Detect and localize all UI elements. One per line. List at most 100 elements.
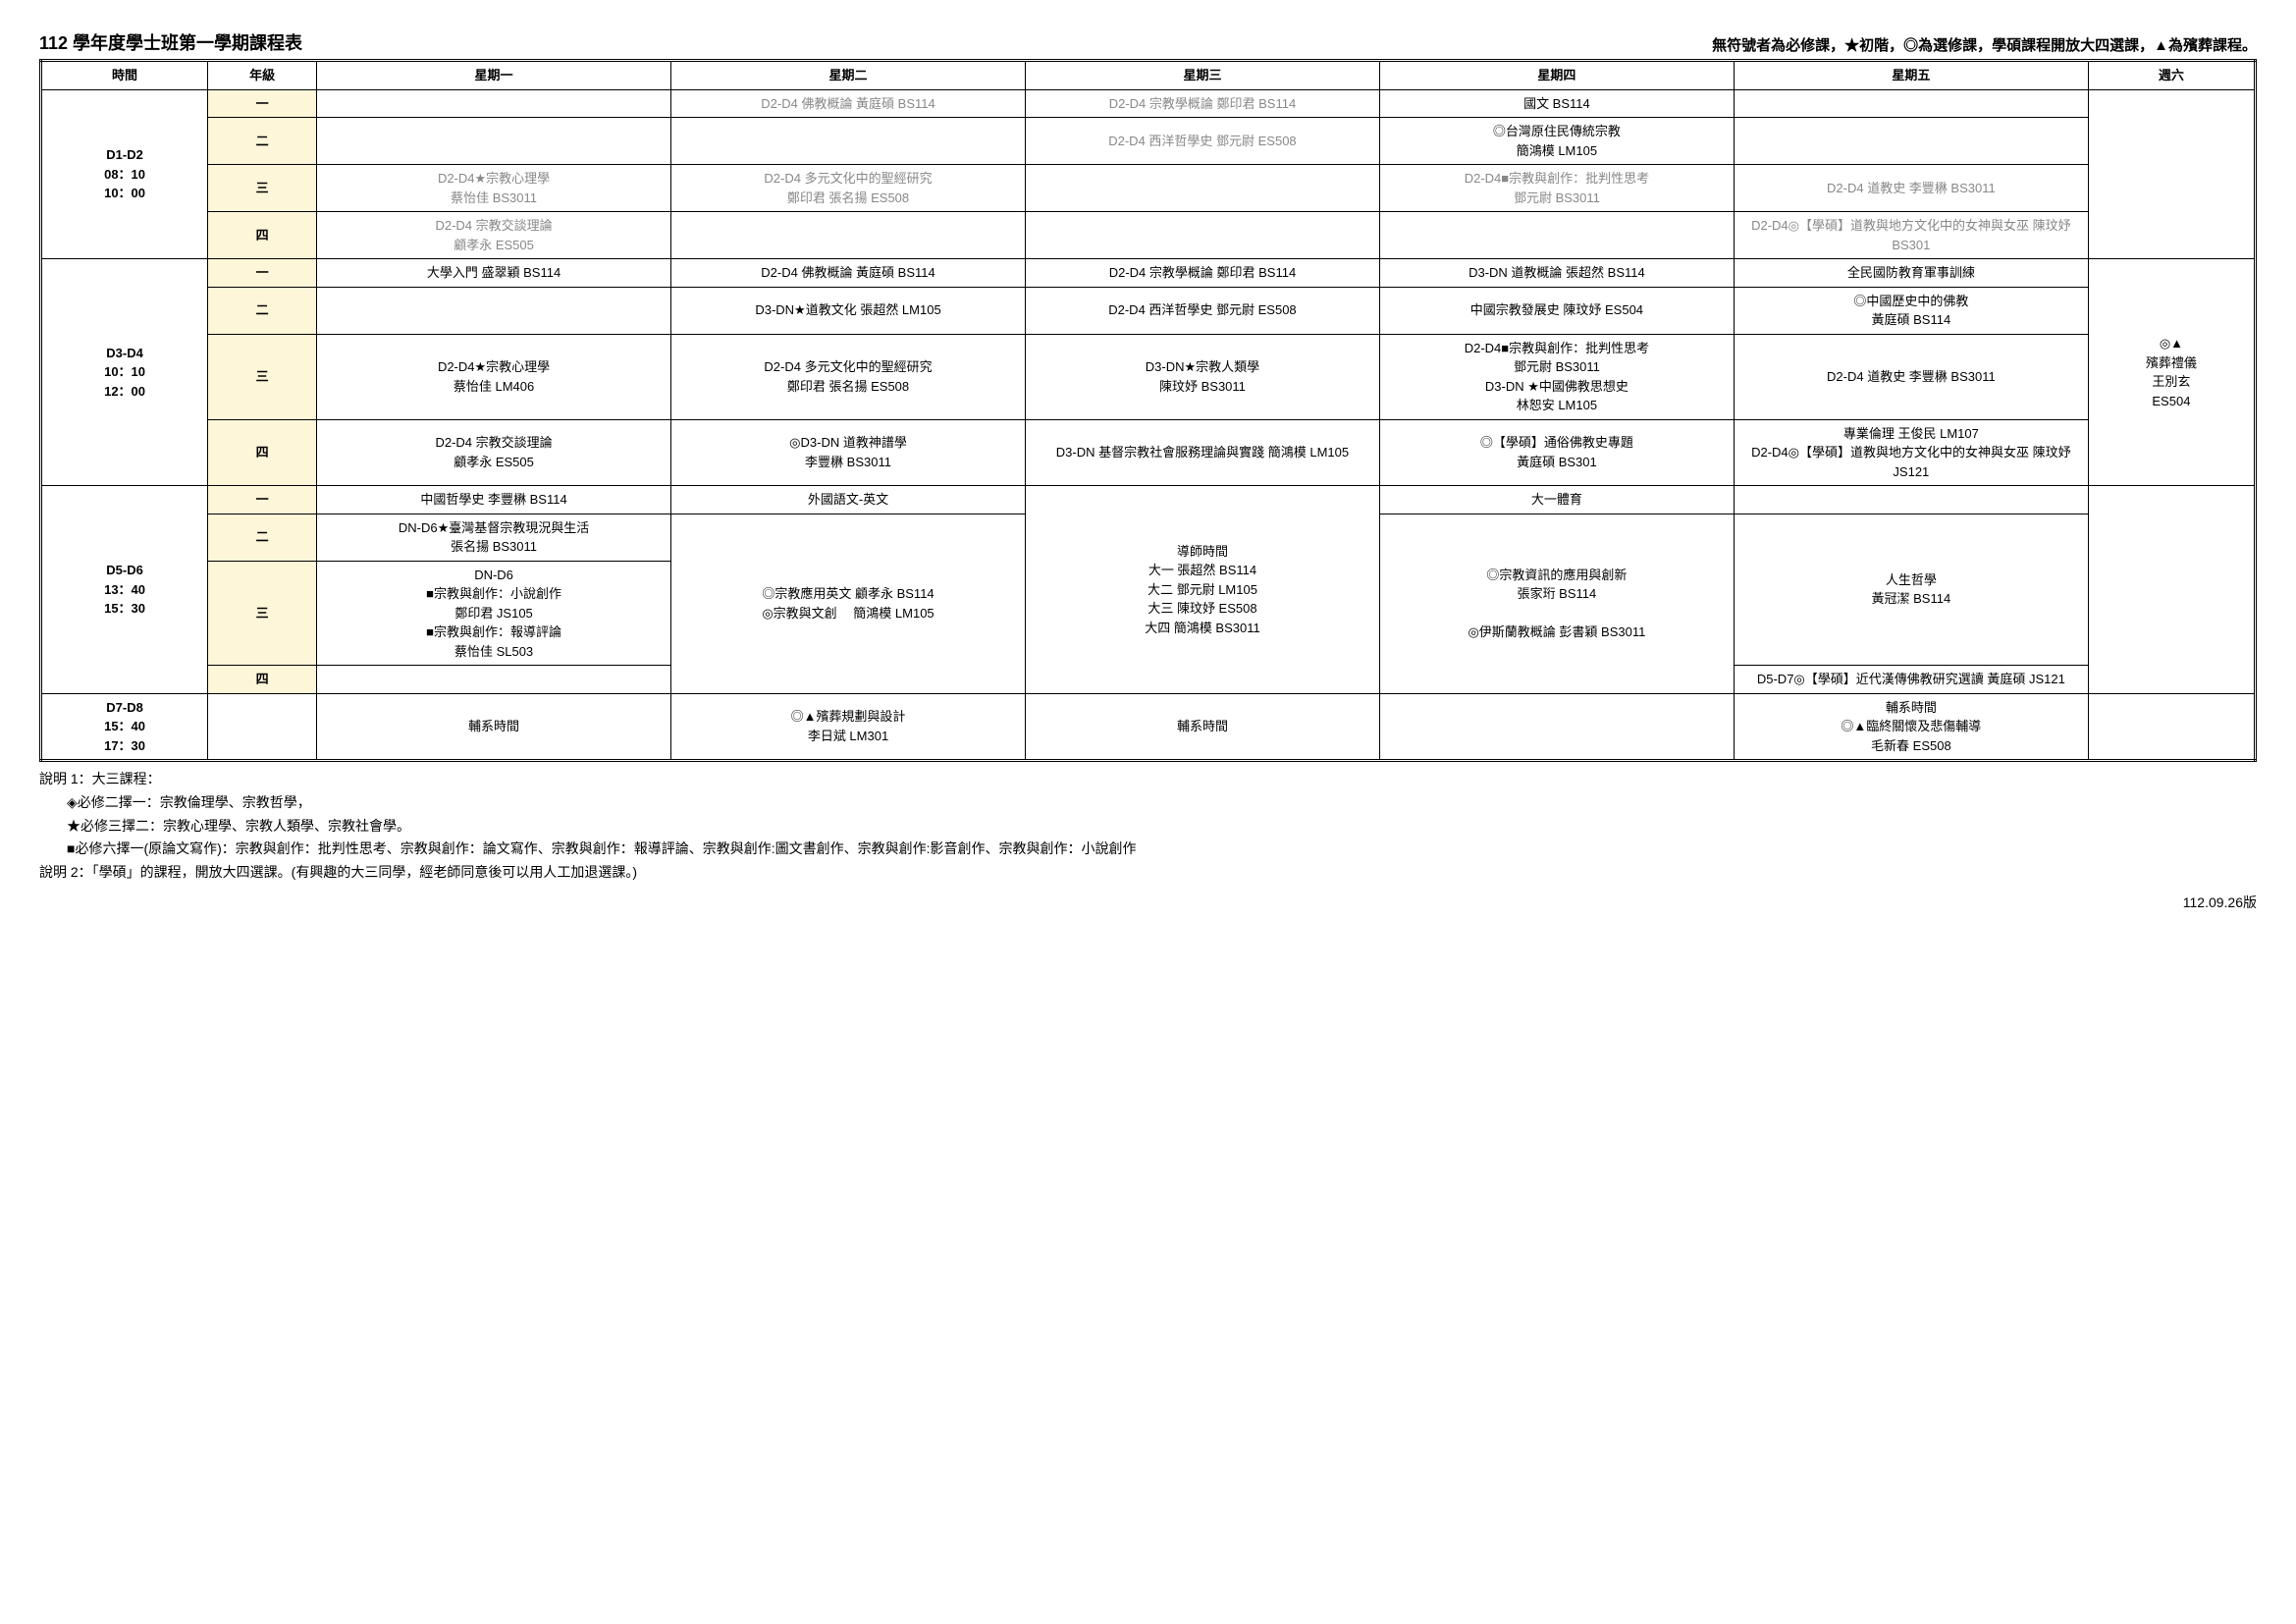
grade-cell: 一	[208, 486, 317, 514]
cell: D3-DN★宗教人類學陳玟妤 BS3011	[1025, 334, 1379, 419]
cell	[1734, 89, 2088, 118]
grade-cell: 三	[208, 165, 317, 212]
cell: ◎▲殯葬規劃與設計李日斌 LM301	[671, 693, 1026, 761]
col-time: 時間	[41, 61, 208, 90]
time-cell: D1-D208：1010：00	[41, 89, 208, 259]
grade-cell: 一	[208, 89, 317, 118]
grade-cell: 三	[208, 561, 317, 666]
table-row: 二 D2-D4 西洋哲學史 鄧元尉 ES508◎台灣原住民傳統宗教簡鴻模 LM10…	[41, 118, 2256, 165]
table-row: D3-D410：1012：00一大學入門 盛翠穎 BS114D2-D4 佛教概論…	[41, 259, 2256, 288]
table-row: 四D2-D4 宗教交談理論顧孝永 ES505 D2-D4◎【學碩】道教與地方文化中…	[41, 212, 2256, 259]
cell: 大一體育	[1379, 486, 1734, 514]
cell	[317, 89, 671, 118]
note-line: ■必修六擇一(原論文寫作)：宗教與創作：批判性思考、宗教與創作：論文寫作、宗教與…	[39, 838, 2257, 861]
cell	[1025, 212, 1379, 259]
col-sat: 週六	[2088, 61, 2255, 90]
cell: D2-D4 宗教交談理論顧孝永 ES505	[317, 419, 671, 486]
col-mon: 星期一	[317, 61, 671, 90]
cell: ◎【學碩】通俗佛教史專題黃庭碩 BS301	[1379, 419, 1734, 486]
cell: 輔系時間◎▲臨終關懷及悲傷輔導毛新春 ES508	[1734, 693, 2088, 761]
cell: 導師時間大一 張超然 BS114大二 鄧元尉 LM105大三 陳玟妤 ES508…	[1025, 486, 1379, 694]
cell: ◎宗教資訊的應用與創新張家珩 BS114◎伊斯蘭教概論 彭書穎 BS3011	[1379, 514, 1734, 693]
cell: D2-D4 多元文化中的聖經研究鄭印君 張名揚 ES508	[671, 334, 1026, 419]
time-cell: D3-D410：1012：00	[41, 259, 208, 486]
sat-cell	[2088, 89, 2255, 259]
cell: D2-D4 西洋哲學史 鄧元尉 ES508	[1025, 287, 1379, 334]
cell: D2-D4 佛教概論 黃庭碩 BS114	[671, 89, 1026, 118]
cell: 輔系時間	[1025, 693, 1379, 761]
cell	[671, 118, 1026, 165]
col-thu: 星期四	[1379, 61, 1734, 90]
grade-cell: 二	[208, 287, 317, 334]
grade-cell: 一	[208, 259, 317, 288]
cell: 國文 BS114	[1379, 89, 1734, 118]
table-row: 二 D3-DN★道教文化 張超然 LM105D2-D4 西洋哲學史 鄧元尉 ES5…	[41, 287, 2256, 334]
table-row: 三D2-D4★宗教心理學蔡怡佳 BS3011D2-D4 多元文化中的聖經研究鄭印…	[41, 165, 2256, 212]
cell	[317, 666, 671, 694]
note-line: 說明 2：「學碩」的課程，開放大四選課。(有興趣的大三同學，經老師同意後可以用人…	[39, 861, 2257, 885]
cell: D5-D7◎【學碩】近代漢傳佛教研究選讀 黃庭碩 JS121	[1734, 666, 2088, 694]
cell: DN-D6★臺灣基督宗教現況與生活張名揚 BS3011	[317, 514, 671, 561]
cell: D3-DN★道教文化 張超然 LM105	[671, 287, 1026, 334]
cell: D3-DN 基督宗教社會服務理論與實踐 簡鴻模 LM105	[1025, 419, 1379, 486]
cell	[1379, 212, 1734, 259]
col-tue: 星期二	[671, 61, 1026, 90]
cell: 中國哲學史 李豐楙 BS114	[317, 486, 671, 514]
note-line: 說明 1：大三課程：	[39, 768, 2257, 791]
grade-cell: 三	[208, 334, 317, 419]
cell: 輔系時間	[317, 693, 671, 761]
cell: 中國宗教發展史 陳玟妤 ES504	[1379, 287, 1734, 334]
col-wed: 星期三	[1025, 61, 1379, 90]
cell	[1734, 118, 2088, 165]
table-row: D5-D613：4015：30一中國哲學史 李豐楙 BS114外國語文-英文導師…	[41, 486, 2256, 514]
header-row: 112 學年度學士班第一學期課程表 無符號者為必修課，★初階，◎為選修課，學碩課…	[39, 29, 2257, 55]
table-body: D1-D208：1010：00一D2-D4 佛教概論 黃庭碩 BS114D2-D…	[41, 89, 2256, 761]
cell: 專業倫理 王俊民 LM107D2-D4◎【學碩】道教與地方文化中的女神與女巫 陳…	[1734, 419, 2088, 486]
cell	[1025, 165, 1379, 212]
cell	[317, 118, 671, 165]
header-row: 時間 年級 星期一 星期二 星期三 星期四 星期五 週六	[41, 61, 2256, 90]
cell	[1379, 693, 1734, 761]
cell: D2-D4★宗教心理學蔡怡佳 BS3011	[317, 165, 671, 212]
cell	[2088, 693, 2255, 761]
cell: D2-D4 西洋哲學史 鄧元尉 ES508	[1025, 118, 1379, 165]
grade-cell: 二	[208, 514, 317, 561]
schedule-table: 時間 年級 星期一 星期二 星期三 星期四 星期五 週六 D1-D208：101…	[39, 59, 2257, 762]
table-row: D7-D815：4017：30輔系時間◎▲殯葬規劃與設計李日斌 LM301輔系時…	[41, 693, 2256, 761]
note-line: ◈必修二擇一：宗教倫理學、宗教哲學，	[39, 791, 2257, 815]
grade-cell: 四	[208, 666, 317, 694]
cell	[317, 287, 671, 334]
cell: D2-D4 宗教學概論 鄭印君 BS114	[1025, 89, 1379, 118]
time-cell: D5-D613：4015：30	[41, 486, 208, 694]
cell	[671, 212, 1026, 259]
cell: D2-D4 宗教交談理論顧孝永 ES505	[317, 212, 671, 259]
time-cell: D7-D815：4017：30	[41, 693, 208, 761]
cell: 大學入門 盛翠穎 BS114	[317, 259, 671, 288]
cell: D2-D4 多元文化中的聖經研究鄭印君 張名揚 ES508	[671, 165, 1026, 212]
cell: DN-D6■宗教與創作：小說創作鄭印君 JS105■宗教與創作：報導評論蔡怡佳 …	[317, 561, 671, 666]
grade-cell: 四	[208, 419, 317, 486]
cell: D2-D4■宗教與創作：批判性思考鄧元尉 BS3011	[1379, 165, 1734, 212]
grade-cell	[208, 693, 317, 761]
cell: D3-DN 道教概論 張超然 BS114	[1379, 259, 1734, 288]
cell: D2-D4 道教史 李豐楙 BS3011	[1734, 165, 2088, 212]
table-row: 三D2-D4★宗教心理學蔡怡佳 LM406D2-D4 多元文化中的聖經研究鄭印君…	[41, 334, 2256, 419]
cell: D2-D4 宗教學概論 鄭印君 BS114	[1025, 259, 1379, 288]
grade-cell: 二	[208, 118, 317, 165]
grade-cell: 四	[208, 212, 317, 259]
table-row: D1-D208：1010：00一D2-D4 佛教概論 黃庭碩 BS114D2-D…	[41, 89, 2256, 118]
legend-text: 無符號者為必修課，★初階，◎為選修課，學碩課程開放大四選課，▲為殯葬課程。	[1712, 34, 2257, 55]
page-title: 112 學年度學士班第一學期課程表	[39, 29, 302, 55]
version-text: 112.09.26版	[39, 893, 2257, 912]
cell: D2-D4◎【學碩】道教與地方文化中的女神與女巫 陳玟妤 BS301	[1734, 212, 2088, 259]
cell: ◎宗教應用英文 顧孝永 BS114◎宗教與文創 簡鴻模 LM105	[671, 514, 1026, 693]
cell: 人生哲學黃冠潔 BS114	[1734, 514, 2088, 666]
cell	[1734, 486, 2088, 514]
cell: 全民國防教育軍事訓練	[1734, 259, 2088, 288]
cell: ◎中國歷史中的佛教黃庭碩 BS114	[1734, 287, 2088, 334]
note-line: ★必修三擇二：宗教心理學、宗教人類學、宗教社會學。	[39, 815, 2257, 839]
cell: ◎D3-DN 道教神譜學李豐楙 BS3011	[671, 419, 1026, 486]
cell: ◎台灣原住民傳統宗教簡鴻模 LM105	[1379, 118, 1734, 165]
table-row: 四D2-D4 宗教交談理論顧孝永 ES505◎D3-DN 道教神譜學李豐楙 BS…	[41, 419, 2256, 486]
cell: D2-D4■宗教與創作：批判性思考鄧元尉 BS3011D3-DN ★中國佛教思想…	[1379, 334, 1734, 419]
